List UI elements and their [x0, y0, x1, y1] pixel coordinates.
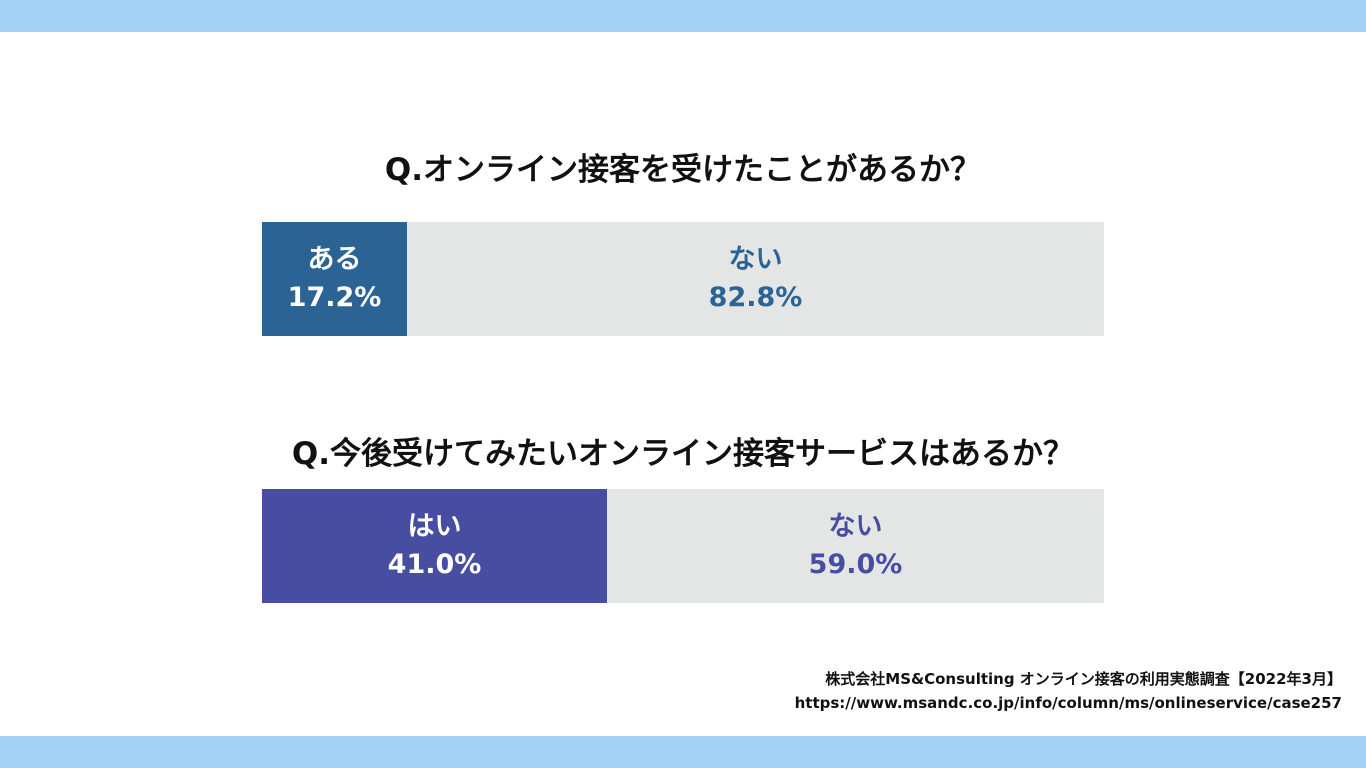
bottom-band: [0, 736, 1366, 768]
chart2-segment-hai: はい 41.0%: [262, 489, 607, 603]
chart2-segment-nai: ない 59.0%: [607, 489, 1104, 603]
chart1-value-aru: 17.2%: [287, 282, 382, 313]
chart2-bar: はい 41.0% ない 59.0%: [262, 489, 1104, 603]
chart1-title: Q.オンライン接客を受けたことがあるか？: [384, 152, 982, 188]
chart2-label-hai: はい: [407, 511, 462, 542]
chart1-label-aru: ある: [307, 244, 362, 275]
top-band: [0, 0, 1366, 32]
source-line-1: 株式会社MS&Consulting オンライン接客の利用実態調査【2022年3月…: [825, 670, 1342, 688]
chart1-label-nai: ない: [728, 244, 783, 275]
source-note: 株式会社MS&Consulting オンライン接客の利用実態調査【2022年3月…: [795, 667, 1342, 715]
source-line-2: https://www.msandc.co.jp/info/column/ms/…: [794, 694, 1342, 712]
chart1-segment-aru: ある 17.2%: [262, 222, 407, 336]
chart1-value-nai: 82.8%: [708, 282, 803, 313]
chart2-value-nai: 59.0%: [808, 549, 903, 580]
chart2-title: Q.今後受けてみたいオンライン接客サービスはあるか？: [291, 436, 1075, 472]
chart2-value-hai: 41.0%: [387, 549, 482, 580]
chart1-bar: ある 17.2% ない 82.8%: [262, 222, 1104, 336]
chart2-label-nai: ない: [828, 511, 883, 542]
chart1-segment-nai: ない 82.8%: [407, 222, 1104, 336]
